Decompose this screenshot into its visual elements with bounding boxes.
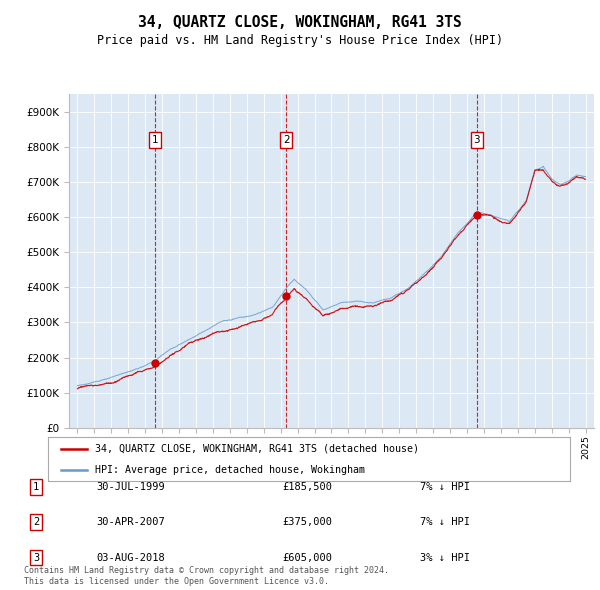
Text: 2: 2 bbox=[283, 135, 290, 145]
Text: 7% ↓ HPI: 7% ↓ HPI bbox=[420, 517, 470, 527]
Text: Price paid vs. HM Land Registry's House Price Index (HPI): Price paid vs. HM Land Registry's House … bbox=[97, 34, 503, 47]
Text: 3: 3 bbox=[473, 135, 480, 145]
Text: 34, QUARTZ CLOSE, WOKINGHAM, RG41 3TS (detached house): 34, QUARTZ CLOSE, WOKINGHAM, RG41 3TS (d… bbox=[95, 444, 419, 454]
Text: Contains HM Land Registry data © Crown copyright and database right 2024.
This d: Contains HM Land Registry data © Crown c… bbox=[24, 566, 389, 586]
Text: 3% ↓ HPI: 3% ↓ HPI bbox=[420, 553, 470, 562]
Text: 30-JUL-1999: 30-JUL-1999 bbox=[96, 482, 165, 491]
Text: £375,000: £375,000 bbox=[282, 517, 332, 527]
Text: 03-AUG-2018: 03-AUG-2018 bbox=[96, 553, 165, 562]
Text: £605,000: £605,000 bbox=[282, 553, 332, 562]
Text: 30-APR-2007: 30-APR-2007 bbox=[96, 517, 165, 527]
Text: 1: 1 bbox=[33, 482, 39, 491]
Text: 2: 2 bbox=[33, 517, 39, 527]
Text: £185,500: £185,500 bbox=[282, 482, 332, 491]
Text: 1: 1 bbox=[152, 135, 158, 145]
Text: HPI: Average price, detached house, Wokingham: HPI: Average price, detached house, Woki… bbox=[95, 465, 365, 475]
Text: 7% ↓ HPI: 7% ↓ HPI bbox=[420, 482, 470, 491]
Text: 34, QUARTZ CLOSE, WOKINGHAM, RG41 3TS: 34, QUARTZ CLOSE, WOKINGHAM, RG41 3TS bbox=[138, 15, 462, 30]
Text: 3: 3 bbox=[33, 553, 39, 562]
